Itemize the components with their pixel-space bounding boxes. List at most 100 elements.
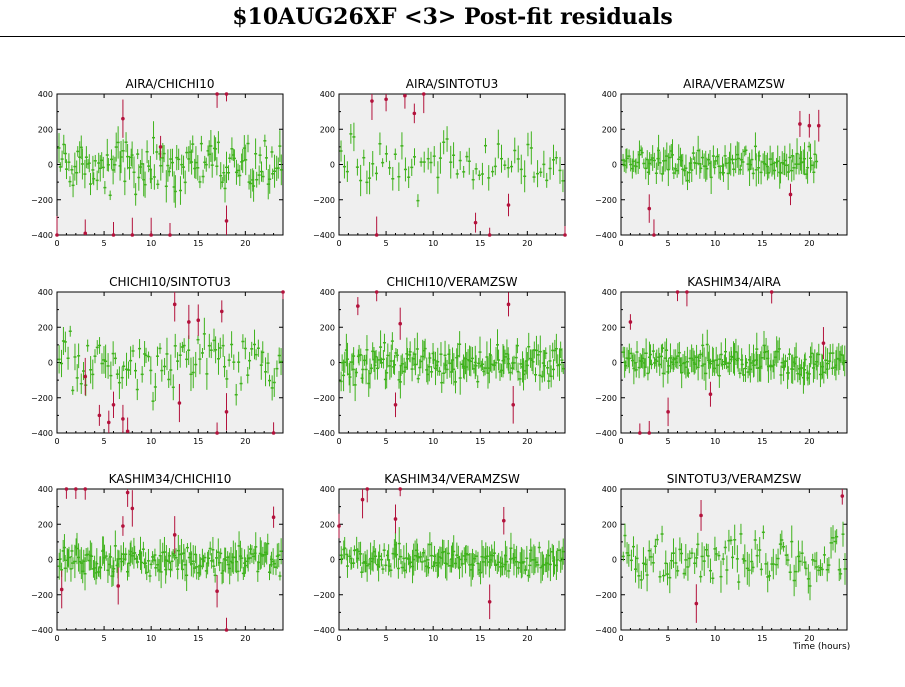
x-tick-label: 20 <box>240 437 250 446</box>
flagged-point <box>224 410 229 414</box>
residual-panel-4: CHICHI10/SINTOTU3 −400 −200 0 200 400 0 5 10 15 20 <box>31 275 285 446</box>
panel-title: CHICHI10/VERAMZSW <box>386 275 517 289</box>
flagged-point <box>219 309 224 314</box>
flagged-point <box>116 584 121 588</box>
flagged-point <box>398 487 403 491</box>
x-tick-label: 0 <box>54 634 59 643</box>
flagged-point <box>74 487 78 491</box>
y-tick-label: 200 <box>320 323 335 332</box>
flagged-point <box>64 487 69 491</box>
y-tick-label: −400 <box>31 231 53 240</box>
x-tick-label: 15 <box>475 437 485 446</box>
y-tick-label: 200 <box>38 125 53 134</box>
flagged-point <box>421 92 426 96</box>
y-tick-label: 0 <box>48 161 53 170</box>
residual-panel-9: SINTOTU3/VERAMZSW −400 −200 0 200 400 0 5 10 15 20 <box>595 472 848 643</box>
flagged-point <box>675 290 680 294</box>
flagged-point <box>821 341 826 345</box>
x-tick-label: 5 <box>102 634 107 643</box>
y-tick-label: 0 <box>330 359 335 368</box>
flagged-point <box>215 589 219 594</box>
x-tick-label: 10 <box>146 239 156 248</box>
flagged-point <box>356 304 360 308</box>
x-tick-label: 15 <box>757 437 767 446</box>
y-tick-label: 0 <box>48 556 53 565</box>
time-axis-label: Time (hours) <box>793 642 851 652</box>
x-tick-label: 5 <box>666 634 671 643</box>
y-tick-label: −400 <box>31 626 53 635</box>
y-tick-label: 200 <box>38 323 53 332</box>
flagged-point <box>798 122 802 126</box>
flagged-point <box>224 92 229 96</box>
flagged-point <box>384 97 388 102</box>
flagged-point <box>370 99 374 103</box>
y-tick-label: −200 <box>313 196 335 205</box>
flagged-point <box>111 233 116 237</box>
x-tick-label: 0 <box>336 239 341 248</box>
flagged-point <box>125 490 130 495</box>
title-divider <box>0 36 905 37</box>
residual-panel-2: AIRA/SINTOTU3 −400 −200 0 200 400 0 5 10 15 20 <box>313 77 567 248</box>
x-tick-label: 5 <box>666 437 671 446</box>
flagged-point <box>628 320 633 324</box>
x-tick-label: 0 <box>336 634 341 643</box>
flagged-point <box>187 320 191 324</box>
x-tick-label: 5 <box>666 239 671 248</box>
y-tick-label: 0 <box>330 556 335 565</box>
flagged-point <box>647 431 652 435</box>
residual-panel-8: KASHIM34/VERAMZSW −400 −200 0 200 400 0 5 10 15 20 <box>313 472 566 643</box>
flagged-point <box>816 123 821 128</box>
flagged-point <box>125 429 130 434</box>
flagged-point <box>281 290 285 294</box>
y-tick-label: 400 <box>320 288 335 297</box>
flagged-point <box>393 403 398 407</box>
y-tick-label: −400 <box>313 429 335 438</box>
x-tick-label: 10 <box>428 634 438 643</box>
x-tick-label: 10 <box>146 437 156 446</box>
y-tick-label: 400 <box>602 288 617 297</box>
flagged-point <box>149 233 153 237</box>
y-tick-label: 200 <box>38 520 53 529</box>
flagged-point <box>473 220 478 225</box>
panel-title: KASHIM34/VERAMZSW <box>384 472 520 486</box>
flagged-point <box>403 93 407 98</box>
flagged-point <box>83 231 88 236</box>
flagged-point <box>506 203 511 207</box>
x-tick-label: 10 <box>710 437 720 446</box>
residual-panel-1: AIRA/CHICHI10 −400 −200 0 200 400 0 5 10 15 20 <box>31 77 284 248</box>
flagged-point <box>55 233 59 237</box>
x-tick-label: 15 <box>193 634 203 643</box>
flagged-point <box>840 494 845 498</box>
flagged-point <box>215 431 219 435</box>
y-tick-label: −400 <box>595 231 617 240</box>
plot-area <box>56 93 284 236</box>
panel-title: SINTOTU3/VERAMZSW <box>667 472 802 486</box>
y-tick-label: −200 <box>31 591 53 600</box>
flagged-point <box>215 92 219 96</box>
flagged-point <box>487 233 492 237</box>
x-tick-label: 5 <box>384 437 389 446</box>
plot-area <box>338 93 566 236</box>
flagged-point <box>398 321 403 326</box>
flagged-point <box>647 206 652 211</box>
y-tick-label: 0 <box>612 359 617 368</box>
x-tick-label: 20 <box>240 634 250 643</box>
page-title: $10AUG26XF <3> Post-fit residuals <box>232 4 673 30</box>
panel-title: KASHIM34/CHICHI10 <box>109 472 232 486</box>
x-tick-label: 20 <box>804 239 814 248</box>
x-tick-label: 5 <box>384 239 389 248</box>
plot-area <box>56 488 284 631</box>
x-tick-label: 10 <box>428 437 438 446</box>
y-tick-label: −400 <box>31 429 53 438</box>
x-tick-label: 20 <box>240 239 250 248</box>
flagged-point <box>807 123 812 128</box>
flagged-point <box>224 628 229 632</box>
y-tick-label: −200 <box>31 196 53 205</box>
flagged-point <box>788 192 793 197</box>
flagged-point <box>685 290 689 294</box>
residual-panel-5: CHICHI10/VERAMZSW −400 −200 0 200 400 0 5 10 15 20 <box>313 275 566 446</box>
panel-title: AIRA/CHICHI10 <box>125 77 214 91</box>
flagged-point <box>196 318 201 323</box>
y-tick-label: 400 <box>320 90 335 99</box>
flagged-point <box>501 518 506 523</box>
